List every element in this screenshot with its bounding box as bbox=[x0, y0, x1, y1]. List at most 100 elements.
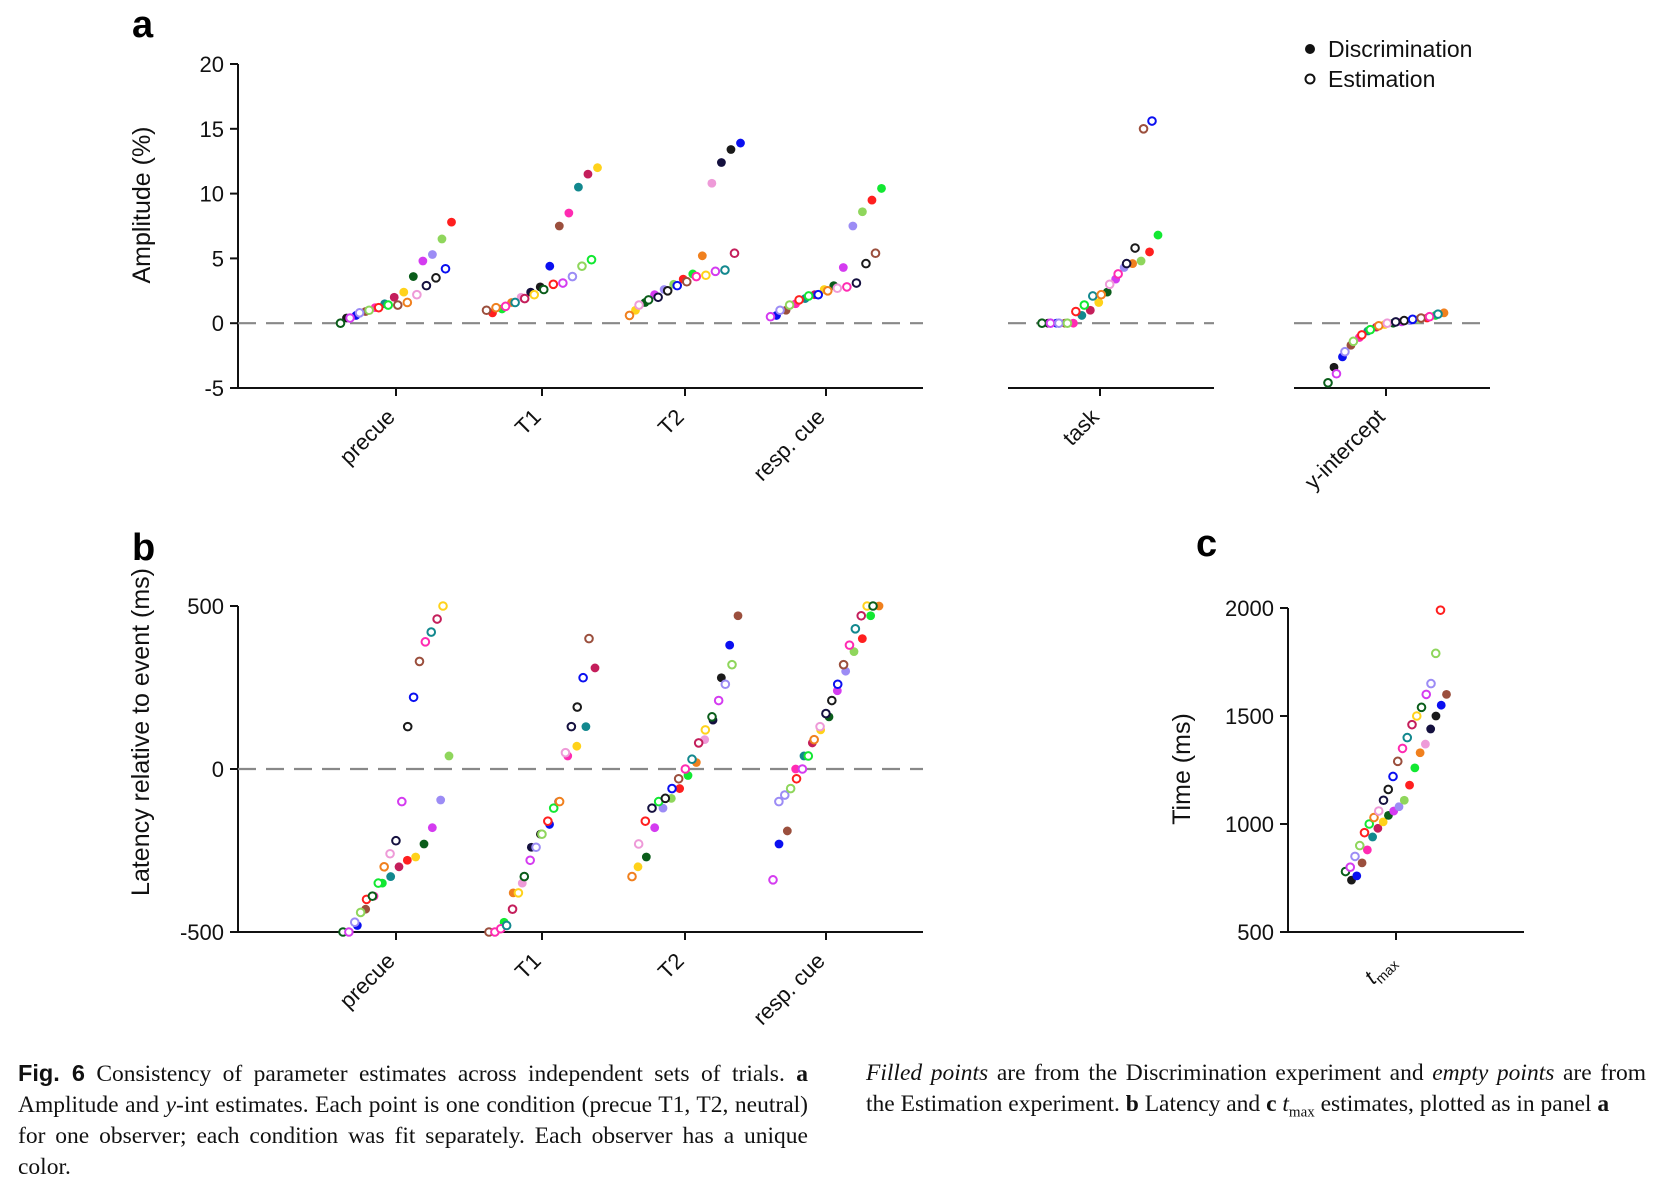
a-main-point-filled bbox=[838, 263, 848, 272]
a-main-point-filled bbox=[726, 145, 736, 154]
b-point-empty bbox=[525, 855, 535, 866]
b-point-empty bbox=[693, 738, 704, 748]
b-point-filled bbox=[849, 647, 859, 657]
a-yint-point-empty bbox=[1433, 309, 1443, 319]
b-point-filled bbox=[402, 855, 412, 865]
b-point-filled bbox=[791, 764, 801, 774]
b-point-empty bbox=[827, 695, 837, 706]
a-yint-point-empty bbox=[1331, 368, 1342, 379]
a-main-x-tick-label: T1 bbox=[510, 404, 546, 440]
b-point-empty bbox=[633, 839, 644, 849]
b-point-empty bbox=[768, 875, 778, 885]
legend: Discrimination Estimation bbox=[1304, 36, 1472, 92]
a-main-point-empty bbox=[842, 282, 852, 292]
b-point-empty bbox=[680, 764, 691, 774]
a-main-point-filled bbox=[848, 221, 858, 231]
c-y-tick-label: 1500 bbox=[1225, 704, 1274, 729]
b-point-empty bbox=[367, 891, 378, 901]
a-task-point-filled bbox=[1085, 305, 1095, 315]
a-task-point-empty bbox=[1071, 306, 1081, 317]
a-main-point-empty bbox=[373, 302, 384, 313]
a-task-point-empty bbox=[1130, 243, 1140, 253]
a-main-point-empty bbox=[364, 305, 374, 316]
a-main-point-filled bbox=[583, 169, 593, 179]
b-point-empty bbox=[391, 835, 401, 846]
c-point-empty bbox=[1373, 806, 1384, 816]
a-main-point-empty bbox=[558, 278, 568, 288]
b-point-empty bbox=[713, 695, 724, 706]
a-main-point-empty bbox=[813, 289, 824, 300]
a-main-point-empty bbox=[354, 308, 365, 318]
b-point-filled bbox=[774, 839, 784, 849]
c-point-filled bbox=[1415, 748, 1425, 758]
b-point-empty bbox=[420, 637, 431, 647]
a-main-point-empty bbox=[567, 271, 578, 282]
b-point-filled bbox=[866, 611, 876, 621]
b-point-empty bbox=[640, 816, 651, 826]
c-point-filled bbox=[1362, 845, 1372, 855]
b-point-empty bbox=[868, 601, 878, 611]
a-main-point-empty bbox=[577, 261, 587, 271]
a-task-point-empty bbox=[1121, 258, 1132, 269]
c-point-empty bbox=[1402, 732, 1413, 743]
a-main-point-filled bbox=[428, 250, 437, 259]
b-point-empty bbox=[815, 721, 825, 732]
a-main-point-filled bbox=[717, 158, 726, 167]
b-point-empty bbox=[809, 734, 819, 745]
b-point-empty bbox=[720, 679, 731, 690]
a-ylabel: Amplitude (%) bbox=[128, 127, 156, 284]
b-point-empty bbox=[531, 842, 541, 853]
c-point-filled bbox=[1357, 858, 1367, 868]
b-point-empty bbox=[537, 829, 547, 840]
a-yint-point-empty bbox=[1348, 336, 1359, 347]
b-point-empty bbox=[797, 764, 808, 774]
b-point-empty bbox=[373, 878, 384, 888]
a-yint-point-empty bbox=[1390, 317, 1401, 327]
a-main-x-tick-label: resp. cue bbox=[748, 404, 830, 486]
b-point-empty bbox=[832, 679, 843, 690]
c-point-filled bbox=[1373, 823, 1383, 833]
b-x-tick-label: resp. cue bbox=[748, 948, 830, 1030]
legend-empty-marker bbox=[1304, 73, 1316, 85]
a-main-point-empty bbox=[510, 297, 520, 308]
a-yint-point-empty bbox=[1382, 318, 1393, 329]
a-task-point-filled bbox=[1094, 298, 1104, 307]
c-point-empty bbox=[1426, 678, 1436, 689]
a-main-point-empty bbox=[775, 305, 785, 316]
caption-left: Fig. 6 Consistency of parameter estimate… bbox=[18, 1060, 809, 1180]
b-point-empty bbox=[566, 721, 577, 732]
a-main-point-empty bbox=[822, 286, 833, 296]
b-point-filled bbox=[733, 611, 743, 621]
a-main-point-empty bbox=[832, 283, 843, 294]
a-main-point-empty bbox=[383, 300, 394, 310]
b-point-empty bbox=[647, 803, 657, 813]
b-y-tick-label: 0 bbox=[212, 757, 224, 782]
b-point-empty bbox=[707, 712, 717, 722]
c-point-empty bbox=[1411, 711, 1422, 721]
b-y-tick-label: -500 bbox=[180, 920, 224, 945]
a-yint-point-empty bbox=[1407, 314, 1418, 325]
a-main-y-tick-label: 5 bbox=[212, 246, 224, 271]
caption-fig-label: Fig. 6 bbox=[18, 1060, 85, 1086]
b-point-empty bbox=[584, 633, 594, 644]
a-main-point-empty bbox=[624, 310, 635, 321]
b-point-filled bbox=[581, 722, 591, 732]
a-main-point-empty bbox=[851, 278, 862, 288]
b-point-empty bbox=[774, 796, 784, 807]
b-point-filled bbox=[725, 640, 735, 650]
b-point-filled bbox=[675, 784, 685, 793]
a-main-x-tick-label: precue bbox=[335, 404, 400, 469]
a-task-point-empty bbox=[1087, 291, 1098, 301]
b-point-filled bbox=[857, 634, 867, 643]
a-yint-point-empty bbox=[1373, 320, 1384, 331]
b-point-filled bbox=[658, 803, 668, 813]
b-point-empty bbox=[578, 672, 588, 683]
a-main-point-filled bbox=[877, 184, 886, 193]
b-point-empty bbox=[426, 627, 437, 637]
c-point-filled bbox=[1442, 690, 1451, 699]
figure: a b c Discrimination Estimation Amplitud… bbox=[127, 4, 1524, 1030]
a-main-point-empty bbox=[538, 284, 549, 295]
b-point-empty bbox=[627, 871, 637, 882]
a-main-point-empty bbox=[586, 254, 597, 265]
panel-label-b: b bbox=[132, 527, 155, 569]
